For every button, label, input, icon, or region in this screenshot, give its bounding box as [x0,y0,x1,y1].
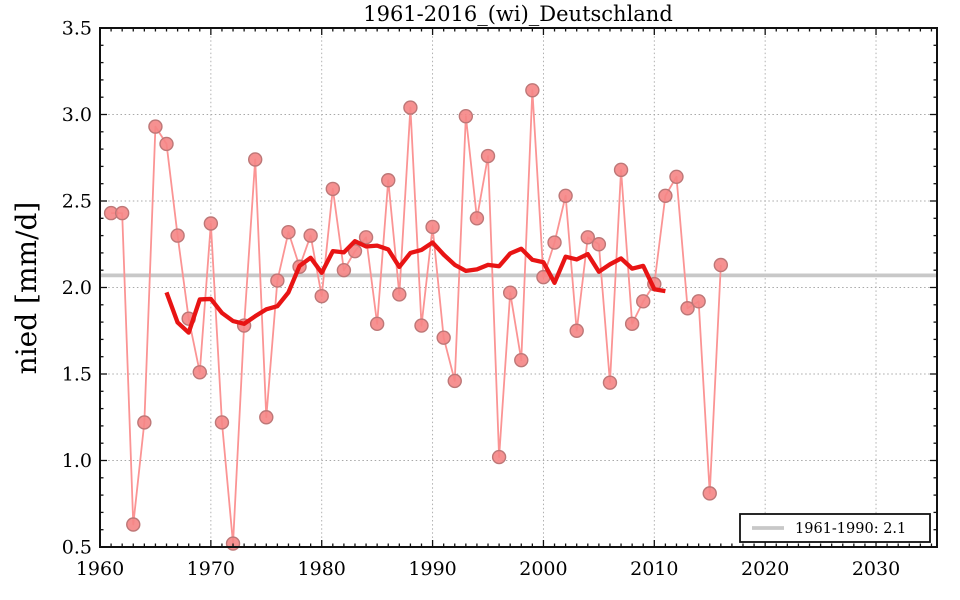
chart-title: 1961-2016_(wi)_Deutschland [363,2,673,26]
annual-data-point [636,294,651,309]
annual-data-point [192,365,207,380]
annual-data-point [591,237,607,252]
annual-data-point [114,205,130,221]
tick-label-layer: 1960 1970 1980 1990 2000 2010 2020 2030 0.5 1.0 1.… [62,18,900,581]
x-tick-label: 2030 [852,558,900,580]
annual-data-point [491,449,507,465]
annual-data-point [480,148,496,164]
annual-data-point [502,285,518,300]
x-tick-label: 1990 [408,558,456,580]
annual-data-point [303,228,318,243]
annual-data-point [414,318,429,333]
x-tick-label: 2020 [741,558,789,580]
x-tick-label: 2000 [519,558,567,580]
legend-label: 1961-1990: 2.1 [795,521,906,537]
x-tick-label: 1970 [187,558,235,580]
axes-layer [99,27,938,548]
annual-data-point [514,352,529,368]
annual-data-point [381,173,396,188]
annual-data-point [281,224,296,240]
annual-data-point [425,219,440,235]
annual-data-point [602,375,618,390]
annual-data-point [248,152,263,167]
annual-data-point [447,373,462,389]
annual-data-point [170,228,185,243]
annual-data-point [369,316,385,332]
annual-data-point [358,230,374,245]
annual-data-point [137,415,152,430]
annual-data-point [658,188,673,204]
annual-data-point [214,415,230,430]
running-mean-line [164,238,666,335]
annual-data-point [702,486,717,501]
legend: 1961-1990: 2.1 [739,513,931,543]
annual-data-point [203,216,219,231]
annual-data-point [680,301,695,316]
annual-data-point [469,211,485,226]
annual-data-point [403,100,418,115]
y-tick-label: 2.5 [62,191,92,213]
y-tick-label: 3.5 [62,18,92,40]
annual-data-point [314,288,329,304]
x-tick-label: 2010 [630,558,678,580]
x-tick-label: 1980 [298,558,346,580]
y-tick-label: 1.0 [62,450,92,472]
y-tick-label: 3.0 [62,104,92,126]
annual-data-point [126,517,141,532]
annual-data-point [270,273,285,288]
annual-data-point [691,294,706,309]
annual-data-point [159,136,174,152]
annual-data-point [613,162,629,178]
annual-data-point [547,235,562,250]
annual-data-point [392,287,407,302]
annual-data-point [580,230,595,245]
annual-data-point [436,330,451,345]
annual-data-point [148,119,163,134]
annual-data-point [624,316,640,332]
y-tick-label: 1.5 [62,364,92,386]
annual-data-point [558,188,573,204]
y-axis-label: nied [mm/d] [10,202,43,375]
y-tick-label: 2.0 [62,277,92,299]
annual-data-point [713,257,729,273]
annual-data-point [669,169,684,184]
series-layer [103,83,729,551]
y-tick-label: 0.5 [62,537,92,559]
annual-data-point [525,83,540,98]
annual-data-point [336,263,352,278]
annual-data-point [458,109,474,124]
annual-data-point [347,243,363,259]
annual-data-point [325,181,341,197]
annual-series-line [111,89,722,545]
annual-data-point [259,410,274,425]
annual-data-point [569,323,584,338]
x-tick-label: 1960 [76,558,124,580]
